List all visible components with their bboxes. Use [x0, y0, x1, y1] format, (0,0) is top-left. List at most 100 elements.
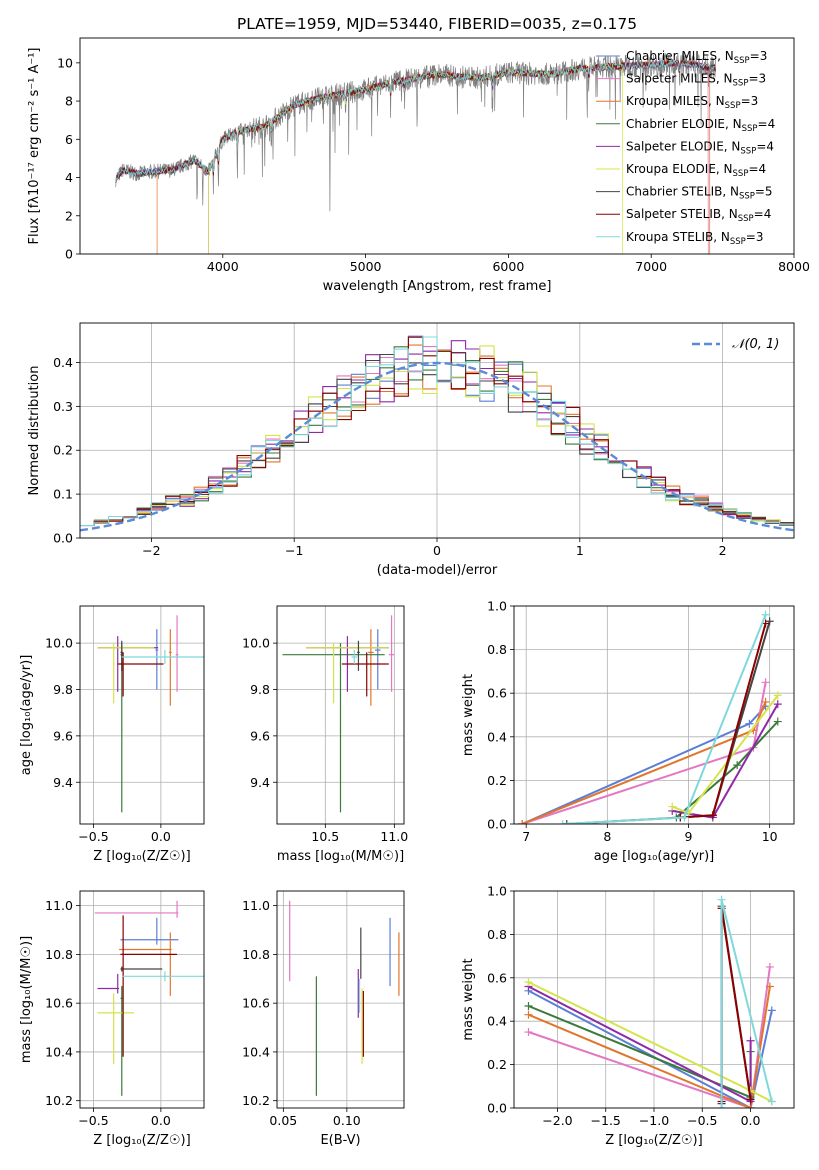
mass_weight_vs_age-y-tick-label-2: 0.4	[487, 729, 507, 744]
residual-hist-kroupa-stelib	[80, 336, 794, 527]
residuals-plot-area	[80, 335, 794, 532]
age_vs_Z-point-7	[117, 652, 164, 697]
residual-legend-label: 𝒩(0, 1)	[732, 337, 779, 352]
residuals-x-label: (data-model)/error	[377, 563, 498, 578]
mass_vs_Z-panel: −0.5 0.0 10.2 10.4 10.6 10.8 11.0 Z [log₁₀(Z/Z☉…	[19, 890, 205, 1148]
mass_weight_vs_Z-y-label: mass weight	[461, 958, 476, 1040]
age_vs_Z-point-2	[168, 629, 172, 706]
mass_weight_vs_age-marker-8-1	[680, 813, 689, 822]
mass_weight_vs_Z-marker-7-2	[746, 1095, 755, 1104]
mass_vs_Z-y-tick-label-3: 10.8	[45, 947, 73, 962]
mass_weight_vs_age-line-0	[521, 705, 767, 824]
mass_weight_vs_age-y-tick-label-5: 1.0	[487, 599, 507, 614]
mass_weight_vs_Z-marker-1-2	[765, 962, 774, 971]
mass_weight_vs_Z-series-4	[524, 982, 755, 1106]
figure-title: PLATE=1959, MJD=53440, FIBERID=0035, z=0…	[237, 15, 637, 33]
spectrum-plot-area	[115, 52, 716, 254]
mass_vs_Z-y-ticks: 10.2 10.4 10.6 10.8 11.0	[45, 898, 204, 1108]
spectrum-y-tick-label-3: 6	[65, 132, 73, 147]
mass_weight_vs_Z-y-tick-label-2: 0.4	[487, 1014, 507, 1029]
mass_weight_vs_Z-plot-area	[524, 895, 776, 1108]
residuals-x-tick-label-1: −1	[285, 543, 303, 558]
mass_vs_Z-y-tick-label-1: 10.4	[45, 1044, 73, 1059]
age_vs_Z-plot-area	[97, 615, 204, 813]
age_vs_mass-point-2	[368, 629, 374, 706]
mass_weight_vs_Z-x-tick-label-2: −1.0	[639, 1113, 669, 1128]
residuals-frame	[79, 322, 795, 539]
spectrum-legend-label-7: Salpeter STELIB, NSSP=4	[626, 207, 771, 224]
spectrum-legend-tail-6: =5	[755, 185, 773, 199]
mass_vs_Z-plot-area	[94, 900, 204, 1096]
mass_weight_vs_Z-frame	[513, 890, 795, 1109]
spectrum-legend-subscript-6: SSP	[739, 192, 755, 202]
age_vs_mass-x-ticks: 10.5 11.0	[311, 606, 408, 844]
mass_weight_vs_Z-line-2	[528, 986, 771, 1108]
age_vs_Z-y-tick-label-1: 9.6	[53, 728, 73, 743]
age_vs_Z-x-ticks: −0.5 0.0	[78, 606, 171, 844]
mass_vs_Z-point-7	[120, 915, 178, 1057]
mass_weight_vs_Z-x-tick-label-0: −2.0	[542, 1113, 572, 1128]
mass_weight_vs_age-marker-1-2	[761, 678, 770, 687]
mass_weight_vs_age-marker-5-2	[773, 691, 782, 700]
mass_weight_vs_age-marker-2-0	[518, 820, 527, 824]
spectrum-y-label: Flux [fλ10⁻¹⁷ erg cm⁻² s⁻¹ A⁻¹]	[27, 48, 42, 245]
spectrum-x-tick-label-3: 7000	[635, 259, 667, 274]
age_vs_Z-frame	[79, 605, 205, 825]
mass_weight_vs_age-marker-2-2	[761, 697, 770, 706]
spectrum-legend-tail-8: =3	[746, 230, 764, 244]
mass_vs_Z-point-2	[119, 932, 172, 996]
mass_weight_vs_Z-y-tick-label-4: 0.8	[487, 927, 507, 942]
mass_weight_vs_Z-x-tick-label-4: 0.0	[741, 1113, 761, 1128]
mass_weight_vs_Z-line-1	[528, 966, 771, 1108]
age_vs_Z-panel: −0.5 0.0 9.4 9.6 9.8 10.0 Z [log₁₀(Z/Z☉)] age […	[19, 605, 205, 864]
mass_weight_vs_age-panel: 7 8 9 10 0.0 0.2 0.4 0.6 0.8 1.0 age [log₁₀(age/yr…	[461, 599, 795, 864]
mass_weight_vs_age-plot-area	[518, 610, 782, 824]
age_vs_mass-point-5	[305, 643, 389, 704]
spectrum-legend-label-3: Chabrier ELODIE, NSSP=4	[626, 117, 775, 134]
residuals-y-tick-label-0: 0.0	[53, 531, 73, 546]
spectrum-y-tick-label-2: 4	[65, 170, 73, 185]
mass_vs_Z-x-ticks: −0.5 0.0	[78, 891, 171, 1128]
mass_vs_EBV-y-ticks: 10.2 10.4 10.6 10.8 11.0	[242, 898, 404, 1108]
spectrum-legend-tail-1: =3	[748, 72, 766, 86]
spectrum-legend-tail-7: =4	[754, 207, 772, 221]
spectrum-x-tick-label-0: 4000	[207, 259, 239, 274]
age_vs_Z-y-ticks: 9.4 9.6 9.8 10.0	[45, 636, 204, 790]
spectrum-y-tick-label-0: 0	[65, 247, 73, 262]
mass_weight_vs_Z-y-tick-label-3: 0.6	[487, 970, 507, 985]
mass_weight_vs_age-y-tick-label-3: 0.6	[487, 686, 507, 701]
spectrum-legend-text-6: Chabrier STELIB, N	[626, 185, 739, 199]
residuals-x-tick-label-3: 1	[576, 543, 584, 558]
age_vs_mass-x-tick-label-0: 10.5	[311, 829, 339, 844]
mass_weight_vs_age-y-label: mass weight	[461, 674, 476, 756]
spectrum-y-tick-label-4: 8	[65, 94, 73, 109]
mass_weight_vs_age-x-tick-label-1: 8	[603, 829, 611, 844]
age_vs_Z-point-8	[121, 650, 204, 664]
mass_weight_vs_age-marker-4-2	[773, 700, 782, 709]
mass_weight_vs_Z-marker-8-2	[767, 1097, 776, 1106]
mass_weight_vs_Z-marker-8-1	[717, 895, 726, 904]
mass_weight_vs_age-marker-5-0	[668, 802, 677, 811]
age_vs_Z-y-tick-label-2: 9.8	[53, 682, 73, 697]
mass_weight_vs_Z-series-5	[524, 978, 776, 1106]
mass_vs_Z-y-label: mass [log₁₀(M/M☉)]	[19, 936, 34, 1063]
age_vs_mass-y-tick-label-0: 9.4	[250, 775, 270, 790]
spectrum-x-ticks: 4000 5000 6000 7000 8000	[207, 254, 810, 274]
spectrum-legend-subscript-7: SSP	[738, 214, 754, 224]
spectrum-legend-label-8: Kroupa STELIB, NSSP=3	[626, 230, 764, 247]
mass_weight_vs_age-x-tick-label-0: 7	[522, 829, 530, 844]
mass_vs_Z-frame	[79, 890, 205, 1109]
spectrum-y-tick-label-1: 2	[65, 208, 73, 223]
age_vs_mass-point-0	[375, 629, 381, 690]
mass_vs_Z-y-tick-label-2: 10.6	[45, 996, 73, 1011]
spectrum-x-label: wavelength [Angstrom, rest frame]	[323, 279, 552, 294]
mass_vs_EBV-y-tick-label-2: 10.6	[242, 996, 270, 1011]
spectrum-model-line-kroupa-stelib	[115, 59, 716, 183]
mass_weight_vs_age-series-8	[558, 610, 770, 824]
age_vs_mass-point-7	[341, 652, 389, 697]
mass_weight_vs_age-x-tick-label-3: 10	[762, 829, 778, 844]
mass_vs_Z-point-5	[97, 993, 134, 1065]
mass_weight_vs_age-marker-0-1	[745, 719, 754, 728]
